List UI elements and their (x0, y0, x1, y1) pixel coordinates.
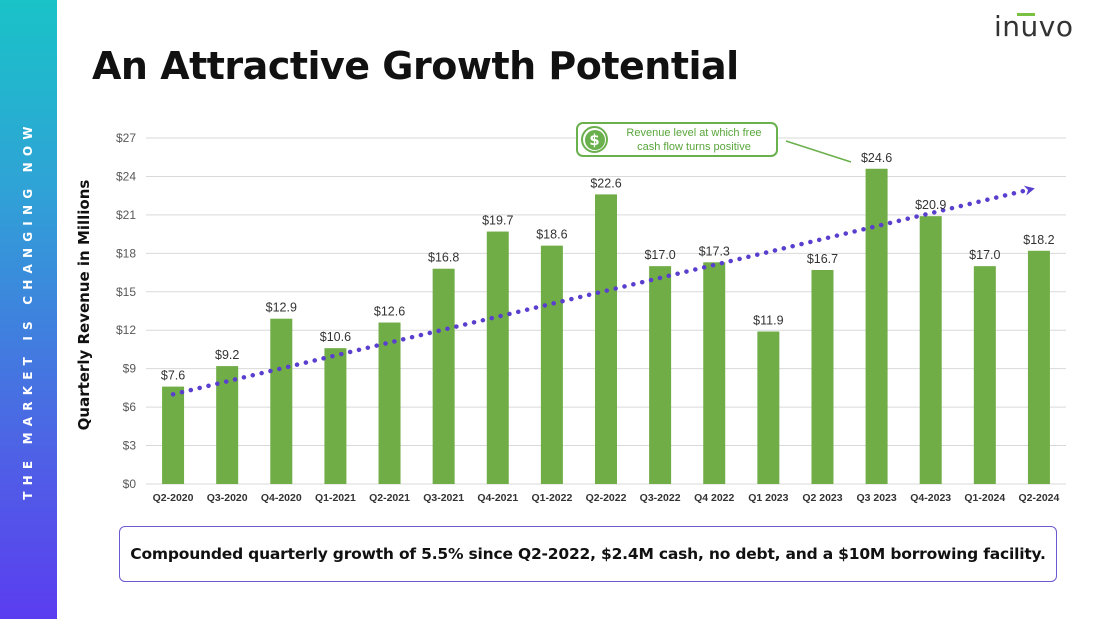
data-label: $18.6 (536, 228, 567, 242)
side-banner: THE MARKET IS CHANGING NOW (0, 0, 57, 619)
trend-line (170, 185, 1035, 397)
bar-Q1 2023 (757, 331, 780, 484)
y-tick-label: $27 (116, 131, 136, 145)
x-tick-label: Q2-2024 (1019, 492, 1060, 504)
bar-Q3-2020 (216, 366, 239, 484)
bar-Q4-2021 (486, 231, 509, 484)
bar-Q3-2021 (432, 268, 455, 484)
data-label: $19.7 (482, 214, 513, 228)
bar-Q4-2023 (919, 216, 942, 485)
data-label: $17.3 (699, 244, 730, 258)
callout-line-1: Revenue level at which free (626, 127, 762, 139)
bar-Q4-2020 (270, 318, 293, 484)
y-tick-label: $21 (116, 208, 136, 222)
data-label: $22.6 (590, 176, 621, 190)
data-label: $16.8 (428, 251, 459, 265)
y-tick-label: $3 (123, 439, 137, 453)
bar-Q1-2021 (324, 348, 347, 484)
x-tick-label: Q3-2020 (207, 492, 248, 504)
callout-text: Revenue level at which free cash flow tu… (612, 126, 776, 154)
x-tick-label: Q1-2021 (315, 492, 356, 504)
summary-box: Compounded quarterly growth of 5.5% sinc… (119, 526, 1057, 582)
x-tick-label: Q4-2021 (477, 492, 518, 504)
y-tick-label: $18 (116, 246, 136, 260)
free-cash-flow-callout: $ Revenue level at which free cash flow … (576, 122, 778, 157)
data-label: $12.6 (374, 305, 405, 319)
bar-Q4 2022 (703, 262, 726, 484)
x-tick-label: Q2-2020 (153, 492, 194, 504)
x-tick-label: Q2-2022 (586, 492, 627, 504)
summary-text: Compounded quarterly growth of 5.5% sinc… (130, 545, 1046, 563)
bar-Q2 2023 (811, 269, 834, 484)
y-tick-label: $9 (123, 362, 137, 376)
x-tick-label: Q3-2022 (640, 492, 681, 504)
bar-Q3-2022 (649, 266, 672, 484)
data-label: $11.9 (753, 314, 783, 328)
bar-Q2-2022 (595, 194, 617, 484)
data-label: $24.6 (861, 151, 892, 165)
x-tick-label: Q4-2020 (261, 492, 302, 504)
bar-layer (162, 168, 1050, 485)
y-tick-label: $12 (116, 323, 136, 337)
x-tick-label: Q1 2023 (748, 492, 788, 504)
x-tick-label: Q2 2023 (802, 492, 842, 504)
dollar-symbol: $ (584, 129, 605, 150)
trend-layer (170, 185, 1035, 397)
bar-Q2-2024 (1027, 250, 1050, 484)
logo-accent-bar (1017, 13, 1035, 16)
bar-Q1-2024 (973, 266, 996, 484)
bar-Q3 2023 (865, 168, 888, 484)
x-tick-label: Q2-2021 (369, 492, 410, 504)
x-tick-label: Q1-2022 (531, 492, 572, 504)
data-label: $9.2 (215, 348, 239, 362)
x-tick-label: Q1-2024 (964, 492, 1005, 504)
x-tick-label: Q3 2023 (856, 492, 896, 504)
data-label: $17.0 (969, 248, 1000, 262)
data-label: $12.9 (266, 301, 297, 315)
y-tick-label: $15 (116, 285, 136, 299)
y-tick-label: $24 (116, 169, 136, 183)
axis-layer: $0 $3 $6 $9 $12 $15 $18 $21 $24 $27 Q2-2020 Q3-2020… (116, 131, 1060, 504)
bar-Q2-2021 (378, 322, 401, 484)
bar-Q2-2020 (162, 386, 185, 484)
data-label: $17.0 (644, 248, 675, 262)
bar-Q1-2022 (540, 245, 563, 484)
data-label: $16.7 (807, 252, 838, 266)
y-tick-label: $0 (123, 477, 137, 491)
callout-line-2: cash flow turns positive (637, 141, 751, 153)
data-label: $7.6 (161, 369, 185, 383)
data-label: $20.9 (915, 198, 946, 212)
x-tick-label: Q3-2021 (423, 492, 464, 504)
x-tick-label: Q4-2023 (910, 492, 951, 504)
dollar-icon: $ (581, 126, 608, 153)
data-label: $18.2 (1023, 233, 1054, 247)
label-layer: $7.6 $9.2 $12.9 $10.6 $12.6 $16.8 $19.7 $18.6 $2… (161, 151, 1055, 383)
page-title: An Attractive Growth Potential (92, 44, 739, 88)
data-label: $10.6 (320, 330, 351, 344)
x-tick-label: Q4 2022 (694, 492, 734, 504)
callout-pointer (785, 140, 852, 163)
y-tick-label: $6 (123, 400, 137, 414)
